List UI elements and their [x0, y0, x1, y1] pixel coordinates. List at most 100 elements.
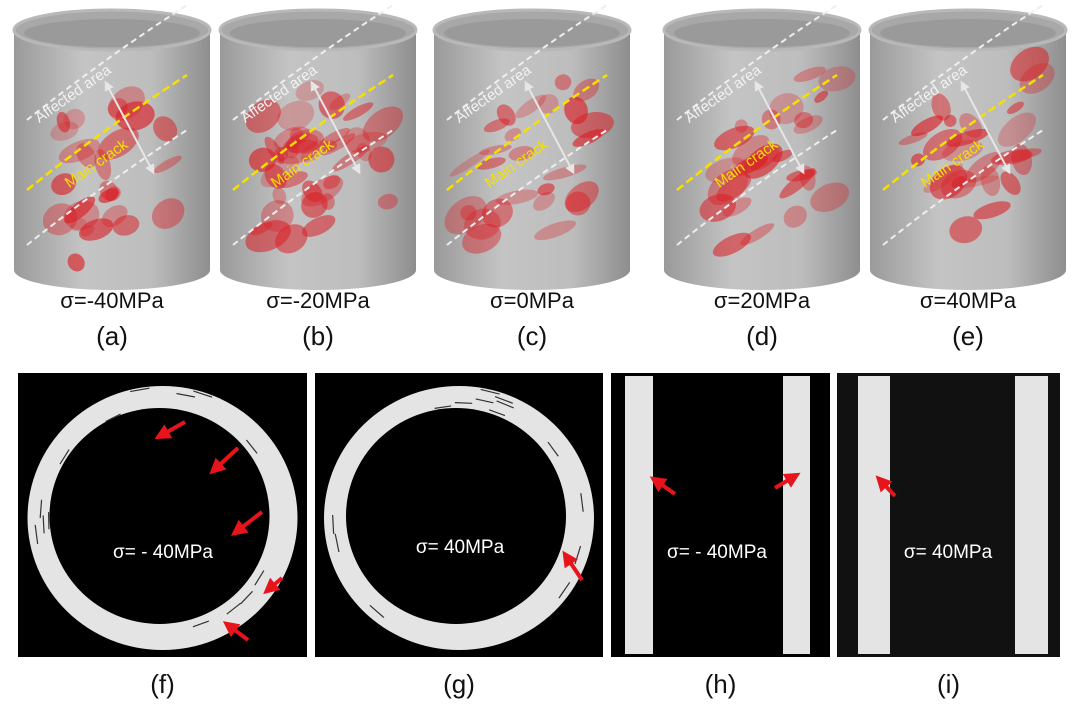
damage: [956, 175, 999, 188]
crack: [240, 590, 253, 605]
affected-boundary: [26, 129, 188, 246]
damage: [462, 223, 502, 254]
crack: [105, 413, 121, 423]
stress-label: σ=-40MPa: [60, 288, 164, 313]
crack: [34, 524, 39, 544]
affected-boundary: [446, 4, 608, 121]
damage: [1006, 101, 1024, 115]
damage: [714, 125, 755, 151]
damage: [64, 196, 96, 224]
cylinder-inner: [674, 19, 850, 47]
width-arrow: [960, 80, 1011, 175]
crack: [193, 390, 213, 398]
affected-boundary: [26, 4, 188, 121]
damage: [495, 189, 539, 205]
damage: [323, 174, 341, 190]
crack: [59, 449, 70, 465]
damage: [931, 93, 951, 121]
cylinder-inner: [444, 19, 620, 47]
damage: [810, 182, 850, 212]
crack: [42, 515, 45, 534]
damage: [282, 140, 299, 159]
damage: [56, 111, 71, 133]
damage: [264, 164, 287, 189]
ct-panel-3: [837, 373, 1060, 657]
damage: [356, 143, 372, 162]
affected-boundary: [882, 129, 1044, 246]
cylinder-inner: [24, 19, 200, 47]
panel-label: (a): [96, 321, 128, 351]
crack: [254, 570, 265, 586]
main-crack-line: [446, 73, 608, 191]
cylinder-inner: [880, 19, 1056, 47]
stress-label: σ= 40MPa: [416, 537, 505, 558]
wall-section: [783, 376, 810, 654]
stress-label: σ=0MPa: [490, 288, 575, 313]
crack-arrow: [649, 476, 677, 496]
panel-label: (f): [150, 669, 175, 699]
crack: [130, 387, 150, 393]
damage: [565, 191, 591, 216]
crack-arrow: [562, 550, 584, 582]
damage: [153, 155, 182, 174]
ring-inner: [346, 408, 566, 624]
damage: [264, 136, 285, 165]
damage: [476, 157, 506, 170]
stress-label: σ= - 40MPa: [667, 542, 767, 563]
crack: [332, 514, 335, 534]
damage: [973, 201, 1011, 220]
damage: [377, 193, 398, 210]
ring-inner: [49, 408, 270, 624]
ct-panel-0: [18, 373, 307, 657]
damage: [301, 192, 328, 218]
damage: [444, 196, 487, 235]
affected-boundary: [446, 129, 608, 246]
damage: [534, 220, 576, 241]
panel-label: (i): [937, 669, 960, 699]
damage: [699, 193, 736, 222]
damage: [464, 208, 501, 240]
damage: [112, 215, 140, 236]
damage: [1011, 143, 1032, 176]
crack-arrow: [263, 576, 284, 595]
damage: [1000, 171, 1021, 195]
crack: [334, 533, 340, 553]
damage: [705, 157, 748, 183]
crack: [494, 395, 513, 404]
panel-label: (b): [302, 321, 334, 351]
affected-boundary: [676, 129, 838, 246]
damage: [716, 174, 752, 202]
damage: [793, 66, 826, 83]
damage: [245, 220, 291, 253]
damage: [460, 205, 477, 221]
damage: [98, 188, 120, 203]
damage: [1010, 46, 1050, 82]
crack: [488, 409, 506, 417]
damage: [63, 108, 86, 130]
damage: [78, 218, 114, 241]
affected-boundary: [882, 4, 1044, 121]
damage: [276, 139, 320, 165]
damage: [911, 115, 944, 137]
main-crack-line: [26, 73, 188, 191]
damage: [483, 118, 510, 133]
crack: [558, 581, 571, 599]
damage: [564, 181, 599, 213]
crack-arrow: [154, 420, 186, 440]
crack: [245, 439, 258, 454]
damage: [67, 253, 85, 272]
damage: [250, 222, 273, 236]
width-arrow: [104, 80, 155, 175]
damage: [277, 100, 315, 131]
damage: [245, 99, 281, 133]
damage: [481, 198, 513, 228]
crack: [475, 398, 494, 404]
panel-label: (d): [746, 321, 778, 351]
cylinder-inner: [230, 19, 406, 47]
crack: [454, 402, 473, 404]
width-arrow: [754, 80, 805, 175]
panel-label: (e): [952, 321, 984, 351]
